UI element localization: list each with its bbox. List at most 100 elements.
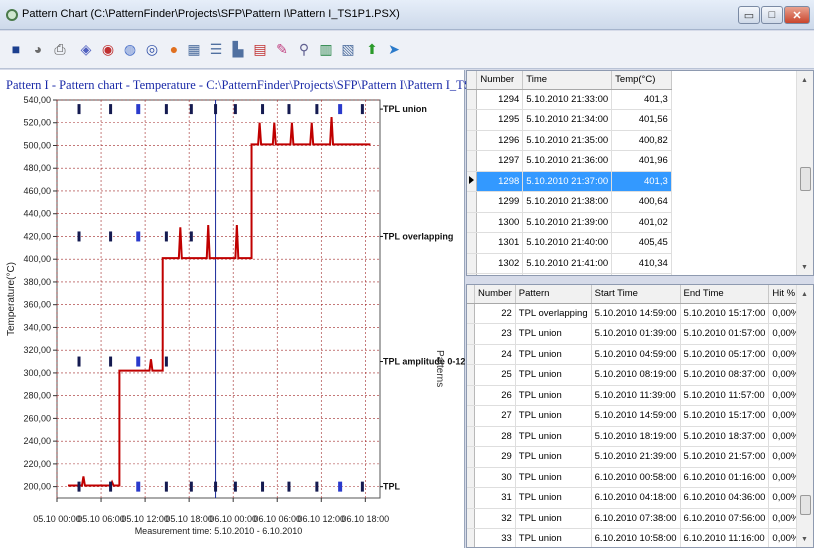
- scroll-down-icon[interactable]: ▼: [801, 536, 808, 543]
- row-indicator[interactable]: [467, 212, 478, 233]
- pattern-analyze-icon[interactable]: ◎: [145, 40, 159, 57]
- plot-area: [56, 99, 381, 499]
- save-icon[interactable]: ■: [11, 41, 21, 57]
- table-row[interactable]: 32 TPL union 6.10.2010 07:38:00 6.10.2010 0…: [467, 508, 813, 529]
- table-row[interactable]: 13035.10.2010 21:42:00416,28: [467, 273, 813, 275]
- row-indicator[interactable]: [467, 467, 475, 488]
- row-indicator[interactable]: [467, 364, 475, 386]
- scroll-down-icon[interactable]: ▼: [801, 264, 808, 271]
- column-header[interactable]: End Time: [680, 285, 770, 304]
- arrow-up-icon[interactable]: ⬆: [366, 40, 378, 57]
- row-indicator[interactable]: [467, 89, 478, 110]
- chart-panel[interactable]: 540,00 520,00 500,00 480,00 460,00 440,00 420,…: [0, 70, 516, 548]
- close-button[interactable]: ✕: [784, 6, 810, 24]
- print-icon[interactable]: ⎙: [54, 40, 66, 57]
- table-icon[interactable]: ▥: [319, 40, 333, 57]
- scrollbar-thumb[interactable]: [800, 167, 811, 191]
- minimize-button[interactable]: ▭: [738, 6, 760, 24]
- pattern-highlight-icon[interactable]: ●: [169, 41, 179, 57]
- table-cell: TPL union: [515, 446, 592, 468]
- row-indicator[interactable]: [467, 130, 478, 151]
- row-indicator[interactable]: [467, 253, 478, 274]
- table-row[interactable]: 33 TPL union 6.10.2010 10:58:00 6.10.2010 1…: [467, 528, 813, 547]
- scrollbar-thumb[interactable]: [800, 495, 811, 515]
- column-header[interactable]: Start Time: [591, 285, 681, 304]
- y-tick-label: 260,00: [23, 413, 51, 423]
- table-row[interactable]: 1295 5.10.2010 21:34:00 401,56: [467, 109, 813, 131]
- table-cell: TPL union: [515, 344, 592, 365]
- x-tick-label: 05.10 06:00: [77, 514, 125, 524]
- table-row[interactable]: 30 TPL union 6.10.2010 00:58:00 6.10.2010 0…: [467, 467, 813, 488]
- column-header[interactable]: Temp(°C): [611, 71, 672, 90]
- table-row[interactable]: 31 TPL union 6.10.2010 04:18:00 6.10.2010 0…: [467, 487, 813, 509]
- list-view-icon[interactable]: ☰: [209, 40, 223, 57]
- row-indicator[interactable]: [467, 487, 475, 509]
- row-indicator[interactable]: [467, 232, 478, 254]
- vertical-scrollbar[interactable]: ▲ ▼: [796, 71, 813, 275]
- table-row[interactable]: 28 TPL union 5.10.2010 18:19:00 5.10.2010 1…: [467, 426, 813, 447]
- y-tick-label: 520,00: [23, 118, 51, 128]
- y-tick-label: 200,00: [23, 482, 51, 492]
- pattern-mark: [164, 231, 168, 242]
- data-table: Number Time Temp(°C) 1294 5.10.2010 21:33:0…: [467, 71, 813, 275]
- column-header[interactable]: Number: [476, 71, 524, 90]
- scroll-up-icon[interactable]: ▲: [801, 291, 808, 298]
- table-row[interactable]: 23 TPL union 5.10.2010 01:39:00 5.10.2010 0…: [467, 323, 813, 345]
- table-cell: 1295: [476, 109, 524, 131]
- row-indicator[interactable]: [467, 273, 478, 275]
- row-indicator[interactable]: [467, 191, 478, 213]
- row-indicator[interactable]: [467, 150, 478, 172]
- scroll-up-icon[interactable]: ▲: [801, 77, 808, 84]
- row-indicator[interactable]: [467, 405, 475, 427]
- table-row[interactable]: 26 TPL union 5.10.2010 11:39:00 5.10.2010 1…: [467, 385, 813, 406]
- row-indicator[interactable]: [467, 528, 475, 547]
- row-indicator[interactable]: [467, 109, 478, 131]
- vertical-scrollbar[interactable]: ▲ ▼: [796, 285, 813, 547]
- table-row[interactable]: 1296 5.10.2010 21:35:00 400,82: [467, 130, 813, 151]
- table-cell: 400,82: [611, 130, 672, 151]
- table-row[interactable]: 24 TPL union 5.10.2010 04:59:00 5.10.2010 0…: [467, 344, 813, 365]
- maximize-button[interactable]: □: [761, 6, 783, 24]
- table-row[interactable]: 22 TPL overlapping 5.10.2010 14:59:00 5.10.…: [467, 303, 813, 324]
- pattern-mark: [287, 481, 291, 492]
- palette-icon[interactable]: ✎: [276, 40, 288, 57]
- table-row[interactable]: 27 TPL union 5.10.2010 14:59:00 5.10.2010 1…: [467, 405, 813, 427]
- pattern-find-icon[interactable]: ◍: [123, 40, 137, 57]
- column-header[interactable]: Time: [522, 71, 613, 90]
- table-row[interactable]: 1300 5.10.2010 21:39:00 401,02: [467, 212, 813, 233]
- column-header[interactable]: Number: [474, 285, 516, 304]
- pattern-tool-icon[interactable]: ◉: [101, 40, 115, 57]
- axis-icon[interactable]: ▙: [232, 40, 244, 57]
- row-indicator[interactable]: [467, 171, 478, 192]
- table-row[interactable]: 29 TPL union 5.10.2010 21:39:00 5.10.2010 2…: [467, 446, 813, 468]
- table-row[interactable]: 1294 5.10.2010 21:33:00 401,3: [467, 89, 813, 110]
- mark-icon[interactable]: ▤: [253, 40, 267, 57]
- pattern-settings-icon[interactable]: ◈: [80, 40, 92, 57]
- table-row[interactable]: 1298 5.10.2010 21:37:00 401,3: [467, 171, 813, 192]
- row-indicator[interactable]: [467, 323, 475, 345]
- row-indicator[interactable]: [467, 426, 475, 447]
- row-indicator[interactable]: [467, 344, 475, 365]
- pattern-mark: [136, 481, 141, 492]
- table-row[interactable]: 25 TPL union 5.10.2010 08:19:00 5.10.2010 0…: [467, 364, 813, 386]
- row-indicator[interactable]: [467, 303, 475, 324]
- run-icon[interactable]: ➤: [388, 40, 400, 57]
- row-indicator[interactable]: [467, 508, 475, 529]
- row-indicator[interactable]: [467, 385, 475, 406]
- table-row[interactable]: 1301 5.10.2010 21:40:00 405,45: [467, 232, 813, 254]
- pattern-mark: [136, 104, 141, 115]
- chart-view-icon[interactable]: ▦: [187, 40, 201, 57]
- data-grid[interactable]: Number Time Temp(°C) 1294 5.10.2010 21:33:0…: [466, 70, 814, 276]
- report-icon[interactable]: ▧: [341, 40, 355, 57]
- table-row[interactable]: 1297 5.10.2010 21:36:00 401,96: [467, 150, 813, 172]
- table-row[interactable]: 1299 5.10.2010 21:38:00 400,64: [467, 191, 813, 213]
- search-icon[interactable]: ⚲: [298, 40, 310, 57]
- column-header[interactable]: Hit %: [768, 285, 804, 304]
- table-row[interactable]: 1302 5.10.2010 21:41:00 410,34: [467, 253, 813, 274]
- row-indicator[interactable]: [467, 446, 475, 468]
- column-header[interactable]: Pattern: [515, 285, 592, 304]
- pattern-chart[interactable]: 540,00 520,00 500,00 480,00 460,00 440,00 420,…: [0, 70, 465, 548]
- print-preview-icon[interactable]: ◕: [33, 41, 43, 57]
- pattern-label: TPL overlapping: [383, 231, 453, 241]
